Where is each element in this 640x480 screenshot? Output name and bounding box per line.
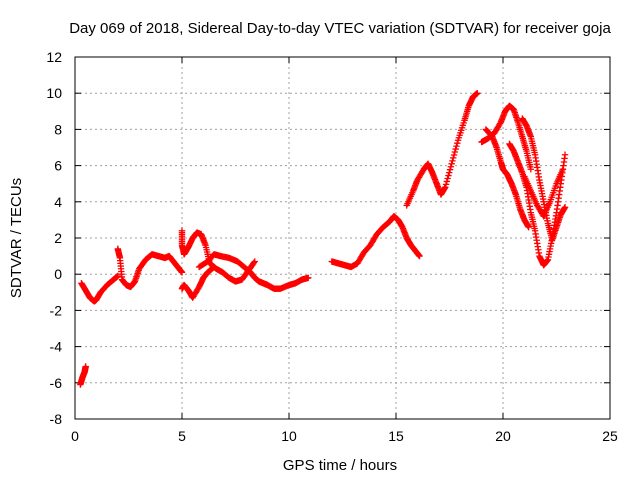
x-tick-label: 0 — [71, 428, 79, 444]
y-tick-label: -2 — [50, 302, 63, 318]
data-point — [451, 148, 459, 156]
y-tick-label: 4 — [54, 194, 62, 210]
series-s2 — [114, 245, 186, 291]
data-point — [527, 166, 535, 173]
data-point — [178, 269, 186, 276]
series-s10 — [482, 126, 532, 231]
data-point — [445, 172, 452, 179]
data-point — [450, 151, 458, 159]
data-point — [82, 363, 89, 370]
data-point — [474, 90, 481, 97]
data-point — [447, 163, 455, 170]
x-axis-title: GPS time / hours — [283, 457, 397, 474]
grid — [75, 57, 610, 419]
y-tick-label: -8 — [50, 411, 63, 427]
data-point — [446, 169, 453, 176]
y-tick-label: 6 — [54, 158, 62, 174]
y-axis-title: SDTVAR / TECUs — [8, 178, 25, 298]
y-tick-label: 0 — [54, 266, 62, 282]
data-point — [416, 252, 423, 260]
data-points — [77, 90, 569, 388]
data-point — [442, 181, 450, 188]
series-s5 — [195, 251, 312, 292]
series-early-negative — [77, 363, 89, 388]
data-point — [454, 140, 461, 147]
y-tick-label: -4 — [50, 339, 63, 355]
data-point — [450, 154, 457, 162]
y-tick-label: 2 — [54, 230, 62, 246]
axis-ticks: 0 5 10 15 20 25 -8 -6 -4 -2 0 2 4 6 8 10 12 — [46, 49, 618, 444]
series-s1 — [78, 272, 121, 305]
data-point — [444, 175, 451, 182]
data-point — [442, 184, 449, 191]
data-point — [305, 274, 312, 282]
y-tick-label: 8 — [54, 121, 62, 137]
data-point — [452, 145, 459, 153]
x-tick-label: 15 — [388, 428, 404, 444]
y-tick-label: 10 — [46, 85, 62, 101]
x-tick-label: 10 — [281, 428, 297, 444]
y-tick-label: 12 — [46, 49, 62, 65]
data-point — [453, 142, 460, 150]
x-tick-label: 5 — [178, 428, 186, 444]
series-s13 — [521, 166, 567, 220]
plot-frame — [74, 56, 611, 420]
series-s9 — [478, 102, 535, 173]
series-s11 — [506, 140, 569, 269]
x-tick-label: 20 — [495, 428, 511, 444]
data-point — [561, 204, 569, 211]
chart-title: Day 069 of 2018, Sidereal Day-to-day VTE… — [69, 20, 611, 37]
series-s7 — [328, 213, 423, 271]
data-point — [251, 258, 258, 265]
data-point — [559, 166, 567, 173]
data-point — [443, 178, 451, 185]
series-s4 — [178, 263, 218, 301]
data-point — [446, 166, 454, 173]
data-point — [525, 223, 532, 231]
series-s8 — [403, 90, 481, 209]
data-point — [448, 160, 455, 167]
data-point — [114, 272, 121, 280]
y-tick-label: -6 — [50, 375, 63, 391]
data-point — [449, 157, 456, 165]
data-point — [250, 259, 258, 266]
x-tick-label: 25 — [602, 428, 618, 444]
data-point — [561, 151, 569, 158]
series-s6 — [206, 258, 258, 285]
